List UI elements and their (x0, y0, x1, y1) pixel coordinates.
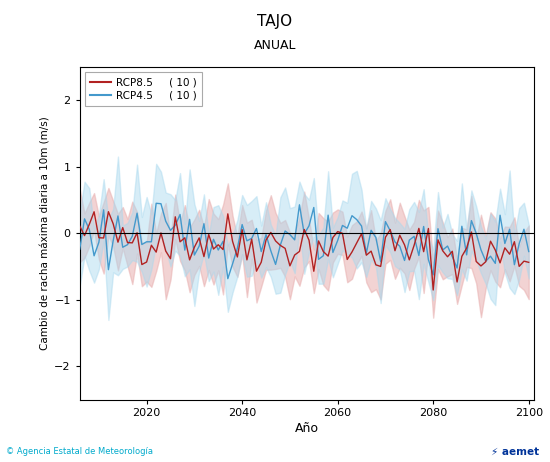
Text: © Agencia Estatal de Meteorología: © Agencia Estatal de Meteorología (6, 448, 152, 456)
Text: TAJO: TAJO (257, 14, 293, 29)
Text: ANUAL: ANUAL (254, 39, 296, 52)
Text: ⚡ aemet: ⚡ aemet (491, 446, 539, 456)
Legend: RCP8.5     ( 10 ), RCP4.5     ( 10 ): RCP8.5 ( 10 ), RCP4.5 ( 10 ) (85, 72, 202, 106)
Y-axis label: Cambio de racha máxima diaria a 10m (m/s): Cambio de racha máxima diaria a 10m (m/s… (40, 116, 50, 350)
X-axis label: Año: Año (295, 422, 318, 435)
